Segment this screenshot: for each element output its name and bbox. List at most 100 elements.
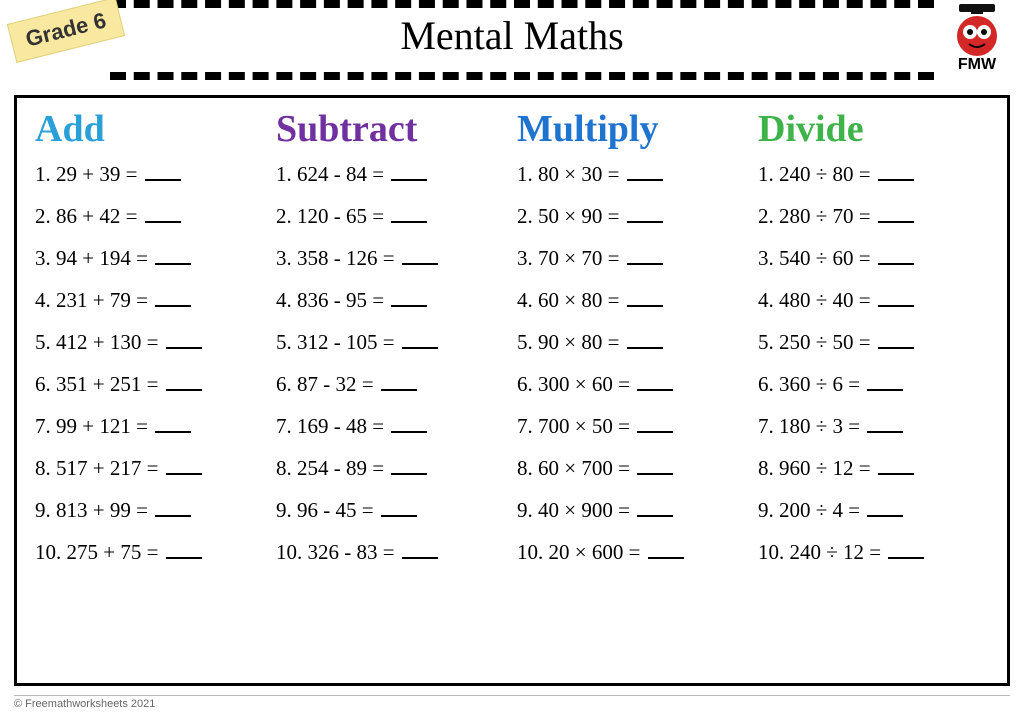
problem-text: 3. 540 ÷ 60 =	[758, 246, 876, 270]
logo: FMW	[942, 2, 1012, 74]
problem-row: 7. 180 ÷ 3 =	[758, 414, 989, 439]
answer-blank[interactable]	[391, 414, 427, 433]
worksheet-page: Grade 6 Mental Maths FMW Add1. 29 + 39 =…	[0, 0, 1024, 714]
answer-blank[interactable]	[627, 330, 663, 349]
problem-list: 1. 29 + 39 = 2. 86 + 42 = 3. 94 + 194 = …	[35, 162, 266, 565]
answer-blank[interactable]	[391, 456, 427, 475]
column-divide: Divide1. 240 ÷ 80 = 2. 280 ÷ 70 = 3. 540…	[758, 110, 989, 665]
problem-row: 8. 60 × 700 =	[517, 456, 748, 481]
problem-text: 6. 87 - 32 =	[276, 372, 379, 396]
problem-text: 7. 169 - 48 =	[276, 414, 389, 438]
answer-blank[interactable]	[391, 162, 427, 181]
column-header: Subtract	[276, 110, 507, 148]
problem-row: 5. 90 × 80 =	[517, 330, 748, 355]
problem-text: 1. 80 × 30 =	[517, 162, 625, 186]
answer-blank[interactable]	[878, 246, 914, 265]
apple-icon	[949, 2, 1005, 58]
problem-text: 4. 231 + 79 =	[35, 288, 153, 312]
problem-row: 4. 60 × 80 =	[517, 288, 748, 313]
problem-row: 9. 96 - 45 =	[276, 498, 507, 523]
problem-text: 6. 300 × 60 =	[517, 372, 635, 396]
problem-row: 8. 517 + 217 =	[35, 456, 266, 481]
answer-blank[interactable]	[381, 372, 417, 391]
problem-row: 4. 231 + 79 =	[35, 288, 266, 313]
answer-blank[interactable]	[381, 498, 417, 517]
answer-blank[interactable]	[391, 204, 427, 223]
problem-text: 6. 351 + 251 =	[35, 372, 164, 396]
problem-row: 10. 326 - 83 =	[276, 540, 507, 565]
problem-text: 10. 20 × 600 =	[517, 540, 646, 564]
problem-text: 10. 275 + 75 =	[35, 540, 164, 564]
answer-blank[interactable]	[145, 162, 181, 181]
problem-list: 1. 624 - 84 = 2. 120 - 65 = 3. 358 - 126…	[276, 162, 507, 565]
problem-row: 7. 99 + 121 =	[35, 414, 266, 439]
problem-text: 7. 99 + 121 =	[35, 414, 153, 438]
answer-blank[interactable]	[878, 288, 914, 307]
problem-text: 1. 624 - 84 =	[276, 162, 389, 186]
problem-row: 6. 360 ÷ 6 =	[758, 372, 989, 397]
answer-blank[interactable]	[878, 330, 914, 349]
column-subtract: Subtract 1. 624 - 84 = 2. 120 - 65 = 3. 3…	[276, 110, 507, 665]
answer-blank[interactable]	[867, 372, 903, 391]
problem-row: 6. 87 - 32 =	[276, 372, 507, 397]
problem-text: 1. 29 + 39 =	[35, 162, 143, 186]
answer-blank[interactable]	[627, 246, 663, 265]
answer-blank[interactable]	[166, 540, 202, 559]
column-header: Multiply	[517, 110, 748, 148]
answer-blank[interactable]	[145, 204, 181, 223]
answer-blank[interactable]	[888, 540, 924, 559]
header: Grade 6 Mental Maths FMW	[0, 0, 1024, 90]
problem-text: 2. 86 + 42 =	[35, 204, 143, 228]
answer-blank[interactable]	[402, 246, 438, 265]
answer-blank[interactable]	[637, 498, 673, 517]
problem-row: 4. 480 ÷ 40 =	[758, 288, 989, 313]
answer-blank[interactable]	[637, 414, 673, 433]
problem-text: 7. 180 ÷ 3 =	[758, 414, 865, 438]
problem-row: 7. 700 × 50 =	[517, 414, 748, 439]
answer-blank[interactable]	[878, 204, 914, 223]
answer-blank[interactable]	[627, 204, 663, 223]
answer-blank[interactable]	[637, 372, 673, 391]
problem-row: 3. 358 - 126 =	[276, 246, 507, 271]
column-add: Add1. 29 + 39 = 2. 86 + 42 = 3. 94 + 194…	[35, 110, 266, 665]
problem-row: 3. 94 + 194 =	[35, 246, 266, 271]
problem-row: 10. 20 × 600 =	[517, 540, 748, 565]
answer-blank[interactable]	[878, 456, 914, 475]
answer-blank[interactable]	[637, 456, 673, 475]
problem-row: 5. 250 ÷ 50 =	[758, 330, 989, 355]
answer-blank[interactable]	[648, 540, 684, 559]
problem-row: 2. 280 ÷ 70 =	[758, 204, 989, 229]
problem-row: 2. 86 + 42 =	[35, 204, 266, 229]
problem-text: 3. 70 × 70 =	[517, 246, 625, 270]
answer-blank[interactable]	[867, 498, 903, 517]
content-box: Add1. 29 + 39 = 2. 86 + 42 = 3. 94 + 194…	[14, 95, 1010, 686]
answer-blank[interactable]	[155, 246, 191, 265]
answer-blank[interactable]	[402, 330, 438, 349]
answer-blank[interactable]	[155, 414, 191, 433]
problem-text: 10. 240 ÷ 12 =	[758, 540, 886, 564]
problem-text: 5. 250 ÷ 50 =	[758, 330, 876, 354]
problem-text: 4. 480 ÷ 40 =	[758, 288, 876, 312]
problem-list: 1. 240 ÷ 80 = 2. 280 ÷ 70 = 3. 540 ÷ 60 …	[758, 162, 989, 565]
problem-text: 9. 813 + 99 =	[35, 498, 153, 522]
answer-blank[interactable]	[155, 288, 191, 307]
problem-text: 5. 412 + 130 =	[35, 330, 164, 354]
answer-blank[interactable]	[627, 288, 663, 307]
answer-blank[interactable]	[166, 330, 202, 349]
answer-blank[interactable]	[627, 162, 663, 181]
problem-text: 8. 517 + 217 =	[35, 456, 164, 480]
problem-text: 5. 90 × 80 =	[517, 330, 625, 354]
problem-text: 3. 358 - 126 =	[276, 246, 400, 270]
problem-text: 6. 360 ÷ 6 =	[758, 372, 865, 396]
problem-list: 1. 80 × 30 = 2. 50 × 90 = 3. 70 × 70 = 4…	[517, 162, 748, 565]
problem-row: 9. 200 ÷ 4 =	[758, 498, 989, 523]
answer-blank[interactable]	[166, 456, 202, 475]
answer-blank[interactable]	[867, 414, 903, 433]
answer-blank[interactable]	[391, 288, 427, 307]
answer-blank[interactable]	[878, 162, 914, 181]
answer-blank[interactable]	[166, 372, 202, 391]
answer-blank[interactable]	[155, 498, 191, 517]
problem-row: 5. 412 + 130 =	[35, 330, 266, 355]
problem-row: 10. 275 + 75 =	[35, 540, 266, 565]
answer-blank[interactable]	[402, 540, 438, 559]
